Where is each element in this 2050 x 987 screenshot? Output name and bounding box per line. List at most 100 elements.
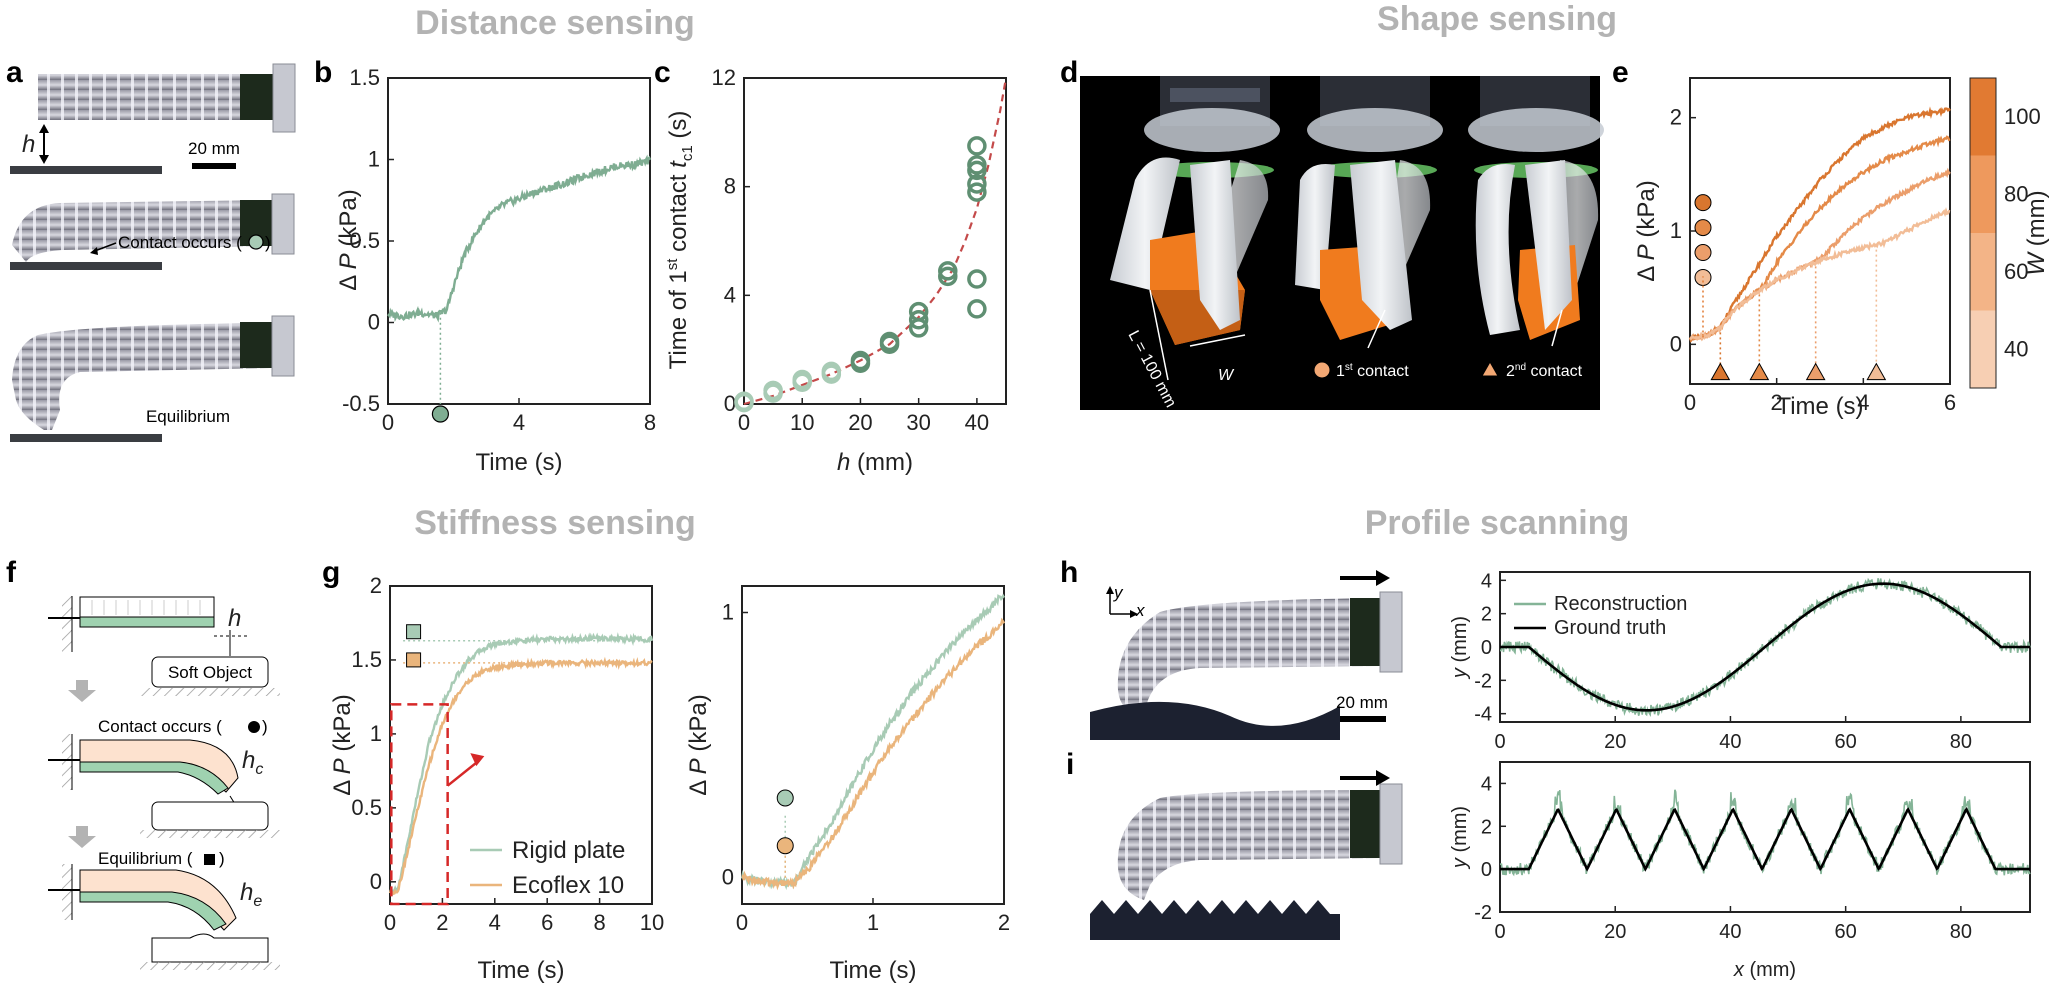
photo-a-initial: h 20 mm [10,63,296,174]
arrow-right-icon-i [1376,770,1390,786]
x-tick-label: 4 [513,410,525,435]
chart-c: 0 10 20 30 40 0 4 8 12 h (mm) Time of 1st contact … [664,65,1008,476]
x-axis-label: Time (s) [1776,393,1863,420]
scale-bar-a [192,163,236,169]
plot-frame [387,77,651,405]
panel-label-h: h [1060,556,1078,589]
equilibrium-marker [406,652,422,668]
contact-marker-a [248,234,264,250]
chart-g-right: 0 1 2 0 1 Time (s) Δ P (kPa) [685,585,1010,984]
x-axis-label: h (mm) [837,449,913,476]
x-tick-label: 80 [1950,921,1972,943]
x-tick-label: 2 [998,910,1010,935]
panel-label-e: e [1612,56,1629,89]
plot-frame [1499,761,2031,913]
x-tick-label: 10 [790,410,814,435]
data-point [908,310,929,330]
y-tick-label: -2 [1474,902,1492,924]
colorbar-tick-label: 100 [2004,104,2041,129]
contact-dot-f [248,721,260,733]
contact1-marker [1694,244,1712,262]
x-tick-label: 40 [1719,921,1741,943]
arrow-down-icon-2 [68,826,96,848]
contact2-marker [1805,362,1826,381]
data-point [967,269,987,289]
panel-label-g: g [322,556,340,589]
x-tick-label: 1 [867,910,879,935]
data-point [879,331,900,352]
legend-label: Rigid plate [512,837,625,864]
colorbar-tick-label: 60 [2004,259,2028,284]
schematic-f-initial: h Soft Object [48,596,280,696]
soft-object-label: Soft Object [168,663,252,682]
x-tick-label: 6 [1944,390,1956,415]
header-stiffness-sensing: Stiffness sensing [414,504,696,542]
series-line [741,617,1006,891]
panel-label-c: c [654,56,671,89]
svg-text:): ) [265,233,271,252]
x-tick-label: 0 [1494,921,1505,943]
x-axis-label: Time (s) [477,957,564,984]
y-tick-label: 0 [370,869,382,894]
y-tick-label: 4 [1481,570,1492,592]
x-axis-label: x (mm) [1733,959,1796,981]
x-tick-label: 0 [382,410,394,435]
y-tick-label: 0 [724,391,736,416]
panel-label-a: a [6,56,23,89]
data-point [967,182,987,202]
zoom-arrow [446,759,480,787]
x-tick-label: 0 [1684,390,1696,415]
y-axis-label: Δ P (kPa) [685,694,712,795]
panel-f-schematic: h Soft Object Contact occurs ( ) hc [48,596,280,970]
series-line [740,593,1006,891]
scale-label-a: 20 mm [188,139,240,158]
panel-h-photo: y x 20 mm [1090,570,1403,740]
x-tick-label: 20 [848,410,872,435]
scale-bar-h [1340,716,1386,722]
contact-marker [431,405,449,423]
colorbar-tick-label: 40 [2004,336,2028,361]
plot-frame [1689,77,1951,385]
photo-a-contact: Contact occurs ( ) [10,193,295,270]
y-axis-label: y (mm) [1449,806,1471,870]
y-tick-label: 1 [368,147,380,172]
y-tick-label: 0 [722,865,734,890]
contact1-marker [1694,219,1712,237]
svg-text:): ) [219,849,225,868]
x-tick-label: 0 [1494,731,1505,753]
y-tick-label: -2 [1474,670,1492,692]
series-line [1688,106,1951,343]
hc-label-f: hc [242,747,263,778]
y-axis-label: Δ P (kPa) [335,189,362,290]
contact2-marker [1710,362,1731,381]
x-tick-label: 40 [965,410,989,435]
series-line [1689,135,1951,342]
y-tick-label: 4 [1481,773,1492,795]
x-tick-label: 4 [489,910,501,935]
data-point [967,174,987,194]
data-point [821,361,842,382]
fit-curve [743,77,1008,406]
colorbar-tick-label: 80 [2004,181,2028,206]
x-tick-label: 8 [644,410,656,435]
y-tick-label: 0 [1481,637,1492,659]
x-tick-label: 0 [736,910,748,935]
series-line [1688,167,1951,341]
contact2-marker-d [1481,360,1499,377]
data-point [967,155,987,175]
schematic-f-equilibrium: Equilibrium ( ) he [48,849,280,970]
colorbar-segment [1970,310,1996,388]
photo-a-equilibrium: Equilibrium [10,315,295,442]
data-point [967,299,987,319]
series-line [387,154,652,323]
h-label-a: h [22,131,35,158]
equilibrium-marker [406,624,422,640]
x-axis-label-h: x [1135,601,1145,620]
plot-frame [389,585,653,905]
panel-label-b: b [314,56,332,89]
arrow-down-icon [68,680,96,702]
